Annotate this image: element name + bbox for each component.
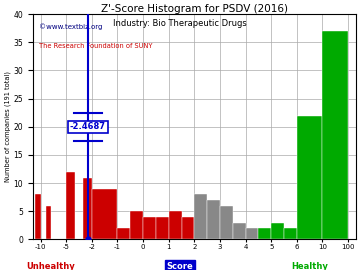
Text: Industry: Bio Therapeutic Drugs: Industry: Bio Therapeutic Drugs: [113, 19, 247, 28]
Bar: [66, 172, 75, 239]
Bar: [83, 177, 92, 239]
Bar: [46, 206, 51, 239]
Text: The Research Foundation of SUNY: The Research Foundation of SUNY: [39, 43, 153, 49]
Bar: [220, 206, 233, 239]
Bar: [130, 211, 143, 239]
Bar: [143, 217, 156, 239]
Text: Unhealthy: Unhealthy: [26, 262, 75, 270]
Title: Z'-Score Histogram for PSDV (2016): Z'-Score Histogram for PSDV (2016): [101, 4, 288, 14]
Text: Healthy: Healthy: [291, 262, 328, 270]
Bar: [181, 217, 194, 239]
Bar: [194, 194, 207, 239]
Text: Score: Score: [167, 262, 193, 270]
Bar: [297, 116, 323, 239]
Bar: [36, 194, 41, 239]
Bar: [233, 222, 246, 239]
Text: -2.4687: -2.4687: [70, 122, 106, 131]
Bar: [246, 228, 258, 239]
Y-axis label: Number of companies (191 total): Number of companies (191 total): [4, 71, 11, 182]
Bar: [207, 200, 220, 239]
Text: ©www.textbiz.org: ©www.textbiz.org: [39, 23, 103, 30]
Bar: [169, 211, 181, 239]
Bar: [323, 31, 348, 239]
Bar: [156, 217, 169, 239]
Bar: [117, 228, 130, 239]
Bar: [284, 228, 297, 239]
Bar: [271, 222, 284, 239]
Bar: [92, 189, 117, 239]
Bar: [258, 228, 271, 239]
